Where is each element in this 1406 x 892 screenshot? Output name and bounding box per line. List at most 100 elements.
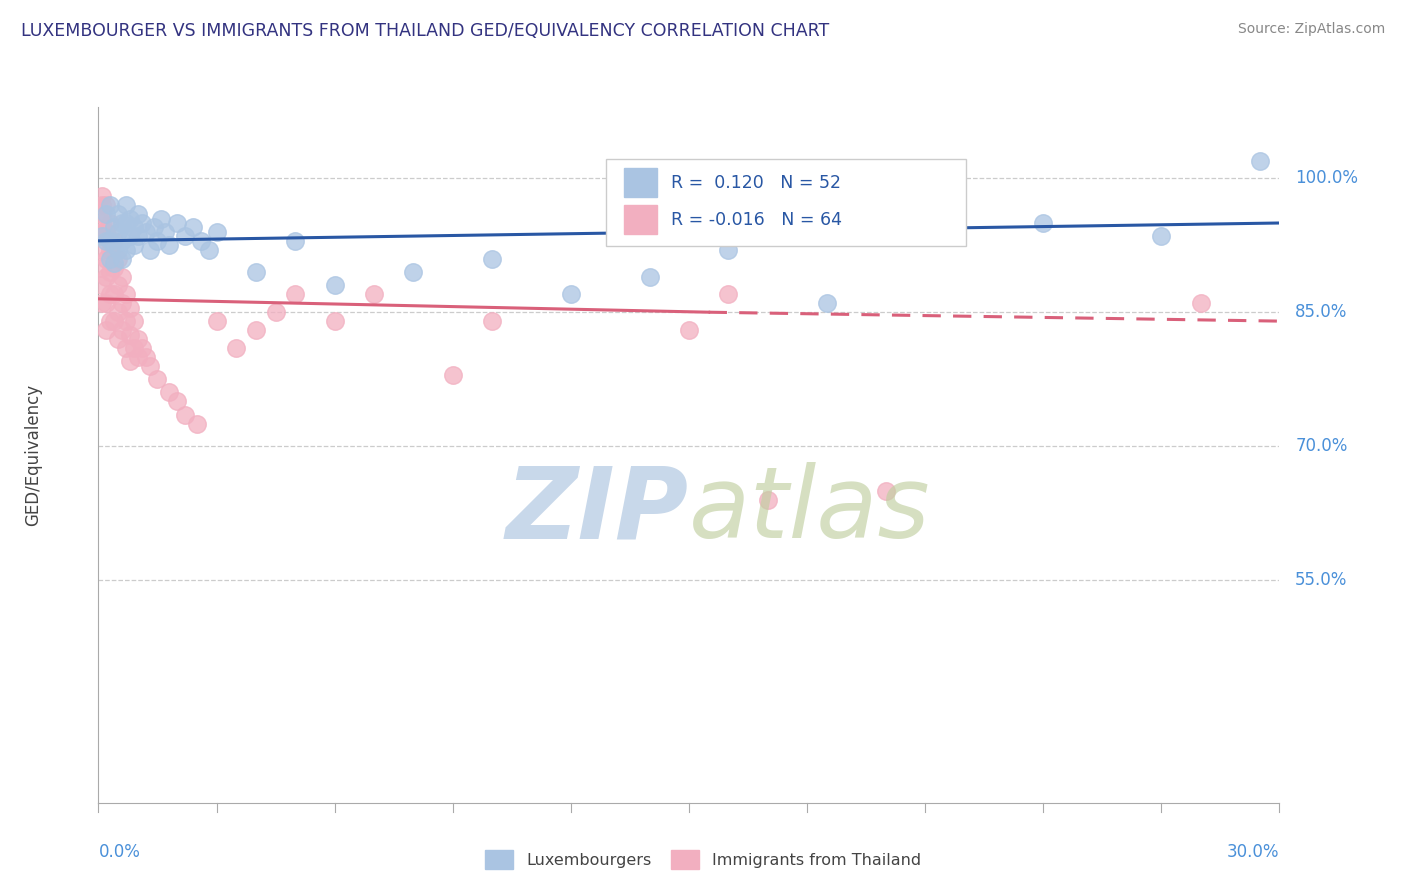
Point: [91, 278, 114, 293]
Point: [138, 359, 160, 373]
Point: [118, 354, 141, 368]
Point: [181, 220, 204, 235]
Point: [122, 238, 145, 252]
Point: [98, 216, 121, 230]
Point: [678, 323, 700, 337]
Point: [284, 234, 307, 248]
Point: [166, 394, 188, 409]
Text: 30.0%: 30.0%: [1227, 843, 1279, 861]
Point: [638, 269, 661, 284]
Point: [127, 207, 149, 221]
Point: [122, 220, 145, 235]
Point: [122, 341, 145, 355]
Point: [441, 368, 464, 382]
Point: [111, 296, 134, 310]
Point: [98, 265, 121, 279]
Point: [402, 265, 425, 279]
Point: [118, 229, 141, 244]
Point: [115, 198, 138, 212]
Point: [127, 332, 149, 346]
Point: [1150, 229, 1173, 244]
Point: [131, 341, 153, 355]
Text: LUXEMBOURGER VS IMMIGRANTS FROM THAILAND GED/EQUIVALENCY CORRELATION CHART: LUXEMBOURGER VS IMMIGRANTS FROM THAILAND…: [21, 22, 830, 40]
Point: [98, 314, 121, 328]
Point: [481, 314, 503, 328]
Point: [103, 238, 125, 252]
Text: 55.0%: 55.0%: [1295, 571, 1347, 589]
Point: [323, 314, 346, 328]
Text: atlas: atlas: [689, 462, 931, 559]
Point: [111, 234, 134, 248]
Point: [96, 234, 118, 248]
Point: [96, 323, 118, 337]
Point: [323, 278, 346, 293]
Point: [98, 252, 121, 266]
Point: [146, 234, 169, 248]
Text: 0.0%: 0.0%: [98, 843, 141, 861]
Point: [107, 243, 129, 257]
Point: [1189, 296, 1212, 310]
Point: [135, 225, 157, 239]
Point: [107, 252, 129, 266]
Point: [1249, 153, 1271, 168]
Text: ZIP: ZIP: [506, 462, 689, 559]
Point: [481, 252, 503, 266]
Point: [107, 225, 129, 239]
Point: [91, 216, 114, 230]
Point: [91, 229, 114, 244]
Point: [560, 287, 582, 301]
Point: [717, 287, 740, 301]
Point: [756, 492, 779, 507]
Point: [135, 350, 157, 364]
Point: [157, 385, 180, 400]
Point: [103, 260, 125, 275]
Point: [174, 229, 197, 244]
Text: R =  0.120   N = 52: R = 0.120 N = 52: [671, 174, 841, 192]
Point: [363, 287, 385, 301]
Point: [115, 314, 138, 328]
Point: [138, 243, 160, 257]
Point: [166, 216, 188, 230]
Point: [115, 243, 138, 257]
Text: 100.0%: 100.0%: [1295, 169, 1358, 187]
Point: [118, 327, 141, 342]
Point: [118, 211, 141, 226]
Point: [284, 287, 307, 301]
Point: [91, 189, 114, 203]
Point: [245, 323, 267, 337]
Point: [98, 234, 121, 248]
Point: [91, 198, 114, 212]
Point: [91, 296, 114, 310]
Point: [98, 287, 121, 301]
Point: [111, 323, 134, 337]
Point: [131, 216, 153, 230]
Point: [264, 305, 287, 319]
Point: [96, 207, 118, 221]
Point: [96, 225, 118, 239]
Point: [107, 305, 129, 319]
Point: [96, 296, 118, 310]
Point: [1032, 216, 1054, 230]
Point: [127, 350, 149, 364]
Point: [98, 198, 121, 212]
Text: 85.0%: 85.0%: [1295, 303, 1347, 321]
FancyBboxPatch shape: [606, 159, 966, 246]
Point: [115, 216, 138, 230]
Point: [150, 211, 173, 226]
FancyBboxPatch shape: [624, 205, 657, 235]
Point: [91, 260, 114, 275]
Point: [190, 234, 212, 248]
Point: [174, 408, 197, 422]
Point: [914, 225, 936, 239]
Point: [717, 243, 740, 257]
Text: R = -0.016   N = 64: R = -0.016 N = 64: [671, 211, 842, 228]
Point: [111, 252, 134, 266]
Point: [197, 243, 219, 257]
Point: [142, 220, 165, 235]
Legend: Luxembourgers, Immigrants from Thailand: Luxembourgers, Immigrants from Thailand: [478, 844, 928, 875]
Point: [118, 301, 141, 315]
Point: [91, 225, 114, 239]
Point: [96, 269, 118, 284]
Point: [127, 229, 149, 244]
Point: [115, 341, 138, 355]
